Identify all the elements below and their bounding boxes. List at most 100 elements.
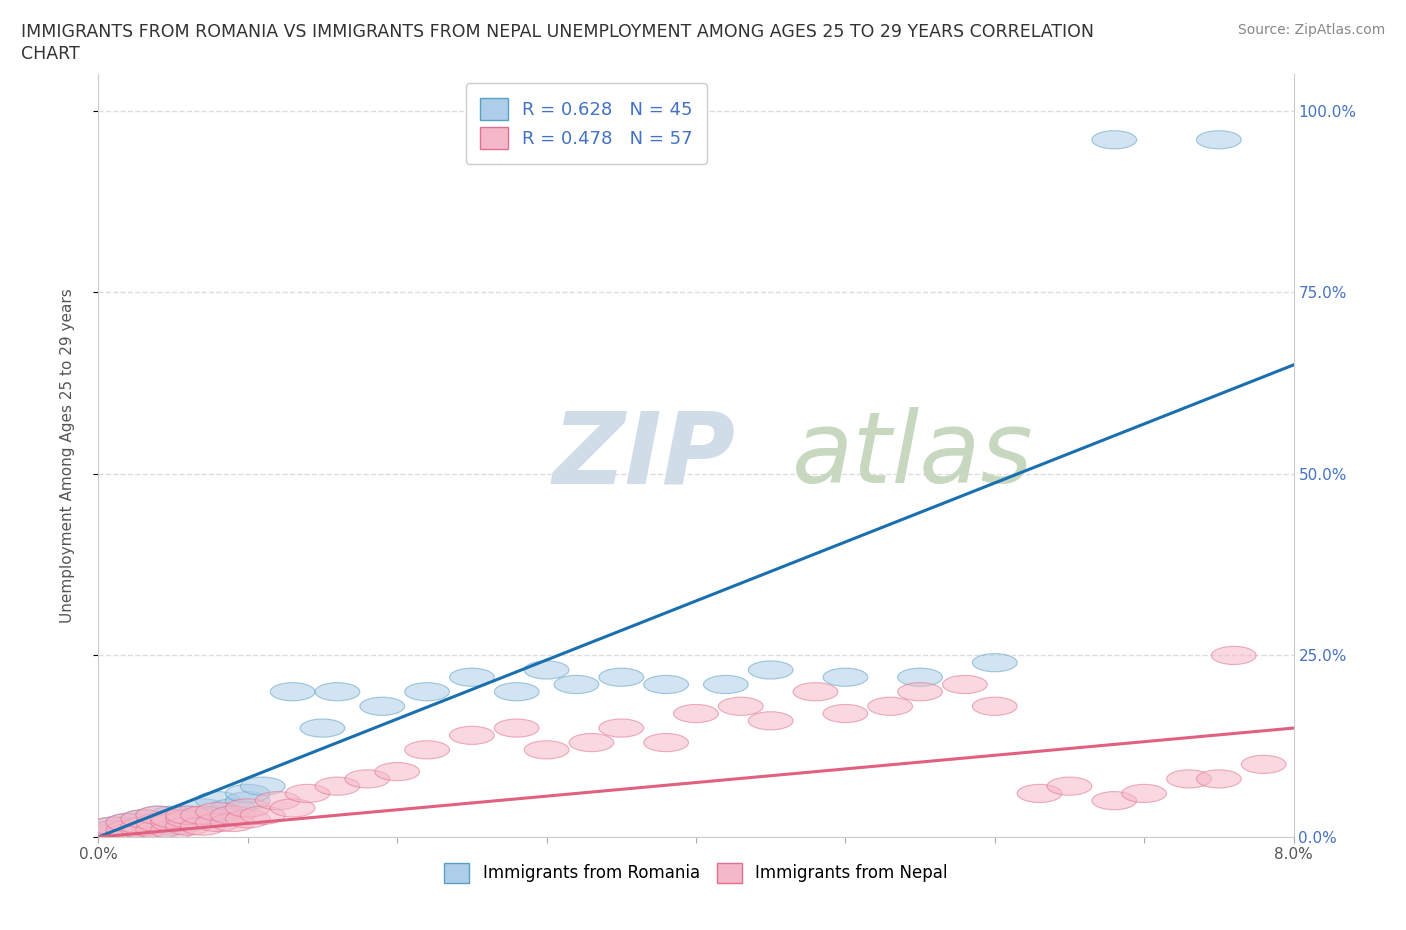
Ellipse shape: [150, 806, 195, 824]
Ellipse shape: [270, 683, 315, 701]
Text: Source: ZipAtlas.com: Source: ZipAtlas.com: [1237, 23, 1385, 37]
Ellipse shape: [136, 814, 180, 831]
Ellipse shape: [211, 814, 256, 831]
Ellipse shape: [673, 704, 718, 723]
Ellipse shape: [195, 791, 240, 810]
Ellipse shape: [1092, 131, 1136, 149]
Ellipse shape: [1122, 784, 1167, 803]
Ellipse shape: [225, 799, 270, 817]
Ellipse shape: [450, 726, 495, 744]
Ellipse shape: [315, 683, 360, 701]
Ellipse shape: [105, 814, 150, 831]
Ellipse shape: [285, 784, 330, 803]
Ellipse shape: [360, 698, 405, 715]
Ellipse shape: [554, 675, 599, 694]
Ellipse shape: [973, 698, 1017, 715]
Text: ZIP: ZIP: [553, 407, 735, 504]
Ellipse shape: [299, 719, 344, 737]
Ellipse shape: [91, 817, 136, 835]
Ellipse shape: [136, 806, 180, 824]
Ellipse shape: [150, 810, 195, 828]
Ellipse shape: [150, 810, 195, 828]
Ellipse shape: [180, 799, 225, 817]
Ellipse shape: [105, 814, 150, 831]
Ellipse shape: [166, 806, 211, 824]
Ellipse shape: [823, 668, 868, 686]
Ellipse shape: [1092, 791, 1136, 810]
Ellipse shape: [344, 770, 389, 788]
Ellipse shape: [225, 791, 270, 810]
Ellipse shape: [256, 791, 299, 810]
Ellipse shape: [240, 777, 285, 795]
Legend: Immigrants from Romania, Immigrants from Nepal: Immigrants from Romania, Immigrants from…: [437, 856, 955, 890]
Ellipse shape: [121, 817, 166, 835]
Ellipse shape: [315, 777, 360, 795]
Ellipse shape: [644, 734, 689, 751]
Text: CHART: CHART: [21, 45, 80, 62]
Ellipse shape: [405, 683, 450, 701]
Ellipse shape: [105, 824, 150, 843]
Ellipse shape: [91, 824, 136, 843]
Ellipse shape: [166, 810, 211, 828]
Ellipse shape: [1197, 131, 1241, 149]
Ellipse shape: [405, 741, 450, 759]
Ellipse shape: [524, 661, 569, 679]
Ellipse shape: [136, 814, 180, 831]
Ellipse shape: [225, 810, 270, 828]
Ellipse shape: [91, 824, 136, 843]
Ellipse shape: [166, 806, 211, 824]
Ellipse shape: [748, 661, 793, 679]
Ellipse shape: [195, 806, 240, 824]
Ellipse shape: [718, 698, 763, 715]
Ellipse shape: [121, 810, 166, 828]
Ellipse shape: [942, 675, 987, 694]
Ellipse shape: [121, 820, 166, 839]
Ellipse shape: [121, 820, 166, 839]
Ellipse shape: [1197, 770, 1241, 788]
Ellipse shape: [91, 820, 136, 839]
Ellipse shape: [1167, 770, 1212, 788]
Ellipse shape: [599, 719, 644, 737]
Ellipse shape: [240, 806, 285, 824]
Ellipse shape: [195, 814, 240, 831]
Ellipse shape: [166, 814, 211, 831]
Ellipse shape: [450, 668, 495, 686]
Ellipse shape: [91, 817, 136, 835]
Ellipse shape: [136, 806, 180, 824]
Ellipse shape: [211, 799, 256, 817]
Ellipse shape: [105, 817, 150, 835]
Ellipse shape: [91, 820, 136, 839]
Ellipse shape: [150, 817, 195, 835]
Ellipse shape: [180, 810, 225, 828]
Ellipse shape: [121, 817, 166, 835]
Ellipse shape: [150, 814, 195, 831]
Ellipse shape: [897, 683, 942, 701]
Ellipse shape: [180, 806, 225, 824]
Ellipse shape: [105, 824, 150, 843]
Ellipse shape: [644, 675, 689, 694]
Ellipse shape: [599, 668, 644, 686]
Ellipse shape: [225, 784, 270, 803]
Ellipse shape: [105, 820, 150, 839]
Ellipse shape: [569, 734, 614, 751]
Ellipse shape: [1017, 784, 1062, 803]
Ellipse shape: [748, 711, 793, 730]
Ellipse shape: [375, 763, 419, 780]
Ellipse shape: [793, 683, 838, 701]
Ellipse shape: [121, 810, 166, 828]
Ellipse shape: [105, 820, 150, 839]
Ellipse shape: [166, 817, 211, 835]
Ellipse shape: [136, 820, 180, 839]
Text: atlas: atlas: [792, 407, 1033, 504]
Y-axis label: Unemployment Among Ages 25 to 29 years: Unemployment Among Ages 25 to 29 years: [60, 288, 75, 623]
Ellipse shape: [195, 803, 240, 820]
Text: IMMIGRANTS FROM ROMANIA VS IMMIGRANTS FROM NEPAL UNEMPLOYMENT AMONG AGES 25 TO 2: IMMIGRANTS FROM ROMANIA VS IMMIGRANTS FR…: [21, 23, 1094, 41]
Ellipse shape: [150, 820, 195, 839]
Ellipse shape: [270, 799, 315, 817]
Ellipse shape: [897, 668, 942, 686]
Ellipse shape: [180, 817, 225, 835]
Ellipse shape: [973, 654, 1017, 671]
Ellipse shape: [524, 741, 569, 759]
Ellipse shape: [1212, 646, 1256, 665]
Ellipse shape: [868, 698, 912, 715]
